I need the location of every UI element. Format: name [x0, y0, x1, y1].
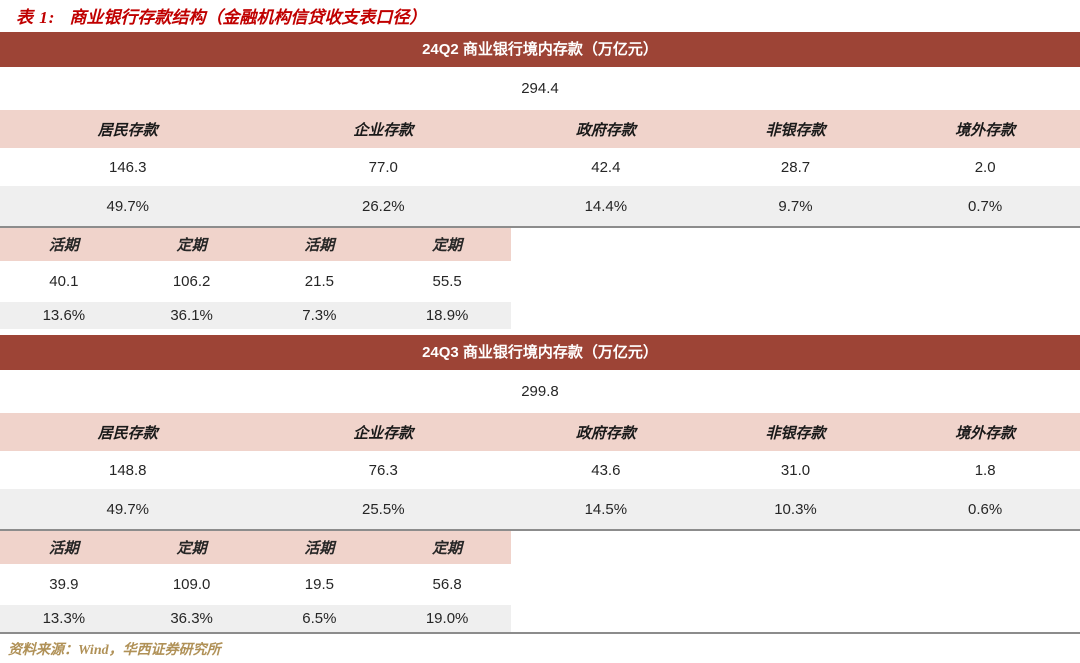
share-cell: 14.5%: [584, 500, 628, 518]
value-cell: 31.0: [780, 461, 811, 479]
section-24q3: 24Q3 商业银行境内存款（万亿元） 299.8 居民存款 企业存款 政府存款 …: [0, 335, 1080, 632]
category-header-cell: 非银存款: [765, 122, 826, 139]
subtable-share-row: 13.3% 36.3% 6.5% 19.0%: [0, 605, 512, 632]
share-cell: 25.5%: [362, 500, 405, 518]
share-cell: 10.3%: [774, 500, 817, 518]
subtable-share-cell: 7.3%: [302, 307, 337, 324]
subtable-value-cell: 55.5: [432, 273, 462, 290]
value-cell: 28.7: [780, 158, 811, 176]
subtable-share-cell: 13.3%: [42, 610, 86, 627]
subtable-share-cell: 18.9%: [425, 307, 469, 324]
section-header-24q2: 24Q2 商业银行境内存款（万亿元）: [0, 32, 1080, 67]
share-cell: 0.6%: [968, 500, 1003, 518]
subtable-value-cell: 56.8: [432, 576, 462, 593]
share-cell: 49.7%: [106, 500, 150, 518]
table-number-label: 表 1:: [16, 8, 56, 27]
category-header-cell: 企业存款: [353, 425, 414, 442]
value-cell: 42.4: [591, 158, 621, 176]
category-header-cell: 政府存款: [575, 425, 636, 442]
table-title: 表 1: 商业银行存款结构（金融机构信贷收支表口径）: [0, 0, 1080, 32]
value-cell: 148.8: [108, 461, 147, 479]
category-header-row: 居民存款 企业存款 政府存款 非银存款 境外存款: [0, 413, 1080, 451]
value-row: 148.8 76.3 43.6 31.0 1.8: [0, 451, 1080, 489]
subtable-share-cell: 6.5%: [302, 610, 337, 627]
share-cell: 14.4%: [584, 197, 628, 215]
subtable-share-row: 13.6% 36.1% 7.3% 18.9%: [0, 302, 512, 329]
demand-time-subtable: 活期 定期 活期 定期 40.1 106.2 21.5 55.5 13.6% 3…: [0, 228, 512, 329]
subtable-value-cell: 39.9: [49, 576, 79, 593]
subtable-share-cell: 36.1%: [170, 307, 213, 324]
subtable-header-cell: 活期: [304, 238, 335, 254]
subtable-header-row: 活期 定期 活期 定期: [0, 531, 512, 564]
category-header-cell: 居民存款: [97, 122, 158, 139]
total-deposits-24q3: 299.8: [521, 383, 559, 400]
subtable-share-cell: 36.3%: [170, 610, 213, 627]
value-cell: 146.3: [108, 158, 147, 176]
subtable-header-cell: 活期: [48, 541, 79, 557]
subtable-header-row: 活期 定期 活期 定期: [0, 228, 512, 261]
category-header-row: 居民存款 企业存款 政府存款 非银存款 境外存款: [0, 110, 1080, 148]
category-header-cell: 政府存款: [575, 122, 636, 139]
value-cell: 43.6: [591, 461, 621, 479]
table-bottom-divider: [0, 632, 1080, 634]
value-row: 146.3 77.0 42.4 28.7 2.0: [0, 148, 1080, 186]
demand-time-subtable: 活期 定期 活期 定期 39.9 109.0 19.5 56.8 13.3% 3…: [0, 531, 512, 632]
share-row: 49.7% 25.5% 14.5% 10.3% 0.6%: [0, 489, 1080, 531]
subtable-value-cell: 40.1: [49, 273, 79, 290]
value-cell: 76.3: [368, 461, 398, 479]
category-header-cell: 居民存款: [97, 425, 158, 442]
table-title-text: 商业银行存款结构（金融机构信贷收支表口径）: [69, 8, 427, 27]
subtable-value-cell: 19.5: [304, 576, 334, 593]
share-cell: 9.7%: [778, 197, 813, 215]
share-cell: 49.7%: [106, 197, 150, 215]
share-row: 49.7% 26.2% 14.4% 9.7% 0.7%: [0, 186, 1080, 228]
subtable-header-cell: 活期: [48, 238, 79, 254]
value-cell: 2.0: [974, 158, 996, 176]
data-source-note: 资料来源：Wind，华西证券研究所: [8, 643, 221, 658]
subtable-value-cell: 109.0: [172, 576, 211, 593]
section-header-24q3: 24Q3 商业银行境内存款（万亿元）: [0, 335, 1080, 370]
category-header-cell: 非银存款: [765, 425, 826, 442]
subtable-value-row: 40.1 106.2 21.5 55.5: [0, 261, 512, 302]
subtable-value-cell: 106.2: [172, 273, 211, 290]
share-cell: 0.7%: [968, 197, 1003, 215]
value-cell: 77.0: [368, 158, 398, 176]
category-header-cell: 境外存款: [955, 425, 1016, 442]
subtable-header-cell: 活期: [304, 541, 335, 557]
share-cell: 26.2%: [362, 197, 405, 215]
subtable-value-row: 39.9 109.0 19.5 56.8: [0, 564, 512, 605]
value-cell: 1.8: [974, 461, 996, 479]
category-header-cell: 企业存款: [353, 122, 414, 139]
category-header-cell: 境外存款: [955, 122, 1016, 139]
subtable-value-cell: 21.5: [304, 273, 334, 290]
subtable-header-cell: 定期: [176, 238, 207, 254]
subtable-header-cell: 定期: [432, 238, 463, 254]
subtable-share-cell: 13.6%: [42, 307, 86, 324]
section-24q2: 24Q2 商业银行境内存款（万亿元） 294.4 居民存款 企业存款 政府存款 …: [0, 32, 1080, 329]
subtable-share-cell: 19.0%: [425, 610, 469, 627]
total-deposits-24q2: 294.4: [521, 80, 559, 97]
subtable-header-cell: 定期: [432, 541, 463, 557]
subtable-header-cell: 定期: [176, 541, 207, 557]
